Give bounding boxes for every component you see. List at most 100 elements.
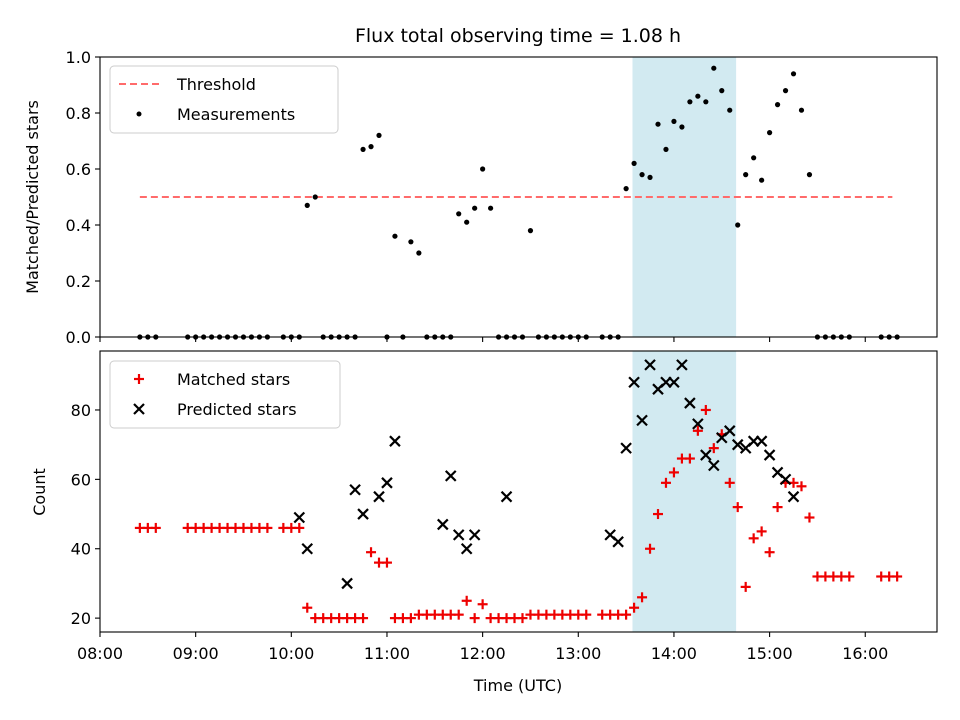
legend-measurements-swatch (136, 111, 142, 117)
predicted-star-point (644, 359, 656, 371)
measurement-point (416, 250, 422, 256)
measurement-point (647, 174, 653, 180)
measurement-point (480, 166, 486, 172)
bottom-plot-frame (99, 350, 938, 633)
cross-b (500, 490, 513, 503)
matched-star-point (756, 526, 767, 537)
measurement-point (774, 102, 781, 108)
matched-star-point (844, 571, 855, 582)
legend-matched-swatch (134, 374, 144, 384)
measurement-point (456, 211, 462, 217)
legend-predicted-label: Predicted stars (177, 400, 297, 419)
cross-b (771, 466, 784, 479)
measurement-point (743, 172, 749, 178)
bottom-panel: 20 40 60 80 08:00 09:00 10:00 11:00 12:00 13:00 1… (30, 350, 938, 695)
measurement-point (623, 186, 629, 192)
measurement-point (408, 239, 414, 245)
bottom-y-tick-label: 80 (71, 401, 91, 420)
matched-star-point (892, 571, 903, 582)
cross-b (341, 577, 353, 590)
cross-b (604, 529, 616, 541)
bottom-x-tick-label: 15:00 (747, 644, 793, 663)
legend-cross-marker (133, 403, 145, 415)
matched-star-point (708, 443, 719, 454)
cross-b (612, 536, 624, 548)
measurement-point (790, 71, 797, 77)
x-axis-label: Time (UTC) (473, 676, 562, 695)
top-y-tick-label: 1.0 (66, 48, 91, 67)
bottom-x-tick-label: 14:00 (651, 644, 697, 663)
measurement-point (488, 205, 494, 211)
cross-b (779, 473, 792, 486)
cross-b (731, 438, 744, 451)
predicted-star-point (612, 536, 624, 548)
bottom-x-tick-label: 10:00 (268, 644, 314, 663)
cross-b (133, 403, 145, 415)
measurement-point (679, 124, 685, 130)
matched-star-point (381, 557, 392, 568)
bottom-y-axis-label: Count (30, 468, 49, 516)
predicted-star-point (684, 397, 696, 409)
bottom-x-tick-label: 11:00 (364, 644, 410, 663)
predicted-star-point (636, 414, 648, 427)
cross-b (301, 542, 314, 555)
measurement-point (631, 160, 637, 166)
top-y-tick-label: 0.4 (66, 216, 91, 235)
top-y-axis-label: Matched/Predicted stars (23, 100, 42, 294)
cross-b (389, 435, 401, 447)
matched-star-point (461, 595, 472, 606)
bottom-y-tick-label: 60 (71, 470, 91, 489)
matched-star-point (302, 602, 313, 613)
matched-star-point (405, 613, 416, 624)
matched-star-point (660, 477, 671, 488)
cross-b (700, 449, 712, 461)
predicted-star-point (357, 508, 369, 520)
matched-star-point (453, 609, 464, 620)
matched-star-point (366, 547, 377, 558)
measurement-point (727, 107, 733, 113)
predicted-star-point (444, 470, 457, 482)
legend-matched-label: Matched stars (177, 370, 290, 389)
cross-b (644, 359, 656, 371)
top-plot-frame (99, 56, 938, 338)
legend-predicted-swatch (133, 403, 145, 415)
predicted-star-point (460, 542, 473, 555)
matched-star-point (772, 502, 783, 513)
measurement-point (392, 233, 398, 239)
cross-b (723, 425, 736, 437)
bottom-x-tick-label: 13:00 (555, 644, 601, 663)
cross-b (468, 529, 481, 541)
top-y-tick-label: 0.8 (66, 104, 91, 123)
matched-star-point (645, 543, 656, 554)
bottom-y-tick-label: 40 (71, 540, 91, 559)
measurement-point (527, 228, 534, 234)
matched-star-point (477, 599, 488, 610)
top-y-tick-label: 0.0 (66, 328, 91, 347)
measurement-point (759, 177, 765, 183)
top-y-tick-label: 0.2 (66, 272, 91, 291)
matched-star-point (358, 613, 369, 624)
legend-threshold-label: Threshold (176, 75, 256, 94)
measurement-point (663, 146, 669, 152)
matched-star-point (796, 481, 807, 492)
cross-b (636, 414, 648, 427)
top-panel: 0.0 0.2 0.4 0.6 0.8 1.0 Matched/Predicted sta… (23, 48, 938, 347)
bottom-x-tick-label: 12:00 (460, 644, 506, 663)
predicted-star-point (389, 435, 401, 447)
cross-b (436, 518, 449, 531)
measurement-point (472, 205, 478, 211)
measurement-point (655, 121, 661, 127)
predicted-star-point (452, 529, 465, 541)
measurement-point (695, 93, 701, 99)
measurement-point (368, 144, 374, 150)
bottom-legend: Matched stars Predicted stars (109, 360, 341, 429)
cross-b (452, 529, 465, 541)
predicted-star-point (676, 359, 688, 371)
cross-b (763, 449, 776, 461)
predicted-star-point (708, 459, 720, 472)
bottom-x-tick-label: 09:00 (173, 644, 219, 663)
measurement-point (703, 99, 709, 105)
matched-star-point (581, 609, 592, 620)
predicted-star-point (436, 518, 449, 531)
measurement-point (687, 99, 693, 105)
